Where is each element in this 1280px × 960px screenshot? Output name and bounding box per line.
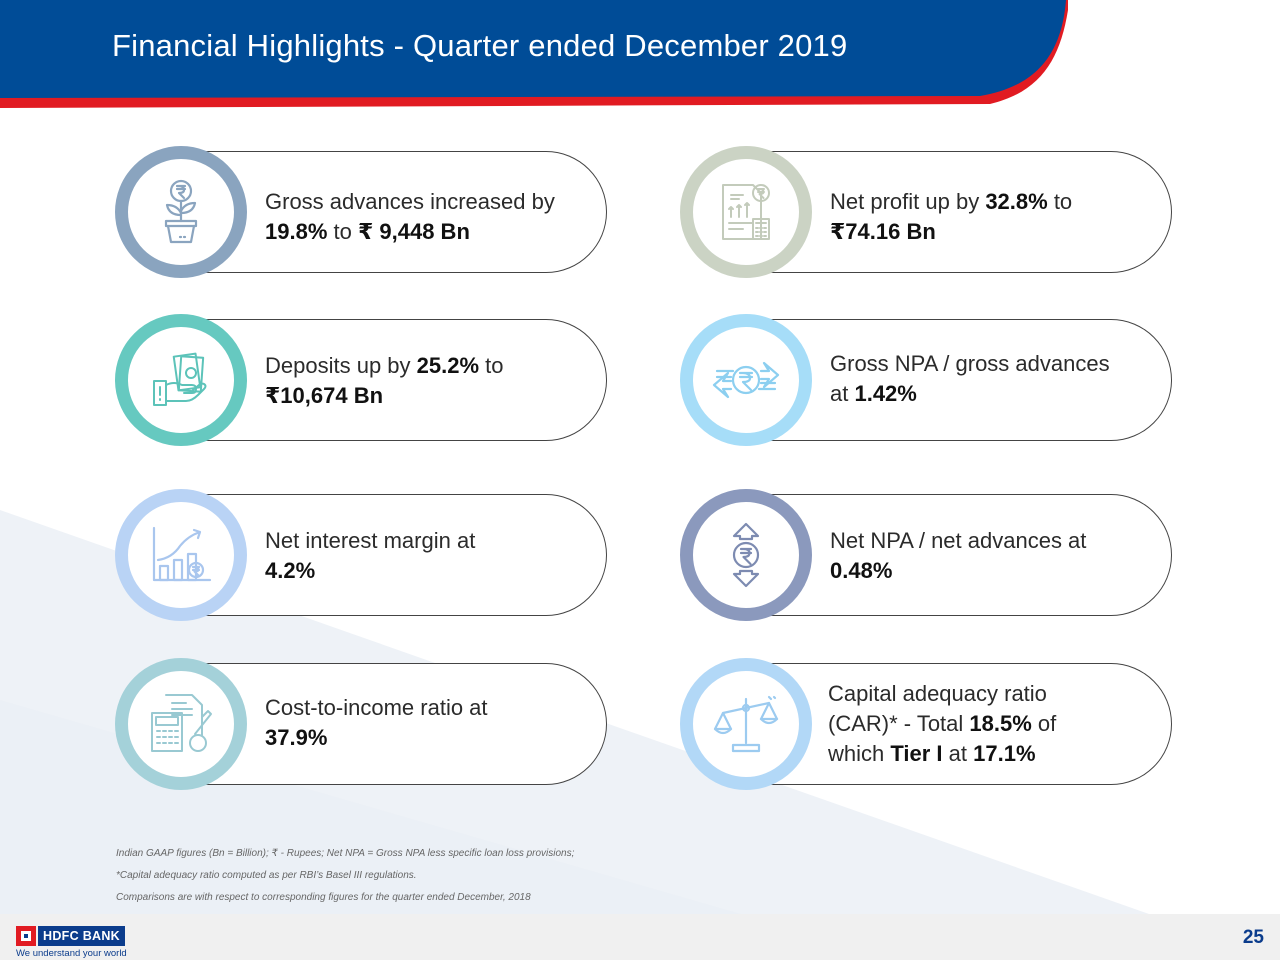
page-number: 25 — [1242, 927, 1264, 948]
card-pill — [195, 663, 607, 785]
highlight-card-net-profit: Net profit up by 32.8% to ₹74.16 Bn — [680, 146, 1172, 278]
card-text-run: Deposits up by — [265, 353, 417, 378]
card-line-3: which Tier I at 17.1% — [828, 739, 1158, 769]
card-text-run: at — [942, 741, 974, 766]
card-text-run: ₹74.16 Bn — [830, 219, 936, 244]
card-line-1: Net profit up by 32.8% to — [830, 187, 1160, 217]
card-text: Deposits up by 25.2% to ₹10,674 Bn — [265, 351, 595, 411]
card-text-run: 18.5% — [969, 711, 1032, 736]
logo-mark-icon — [16, 926, 36, 946]
card-text-run: Cost-to-income ratio at — [265, 695, 488, 720]
icon-ring — [680, 658, 812, 790]
card-line-1: Capital adequacy ratio — [828, 679, 1158, 709]
card-text: Gross NPA / gross advances at 1.42% — [830, 349, 1160, 409]
card-line-2: 4.2% — [265, 556, 595, 586]
card-pill — [195, 319, 607, 441]
card-text: Net profit up by 32.8% to ₹74.16 Bn — [830, 187, 1160, 247]
icon-ring — [680, 314, 812, 446]
icon-ring — [115, 146, 247, 278]
card-pill — [760, 151, 1172, 273]
card-line-2: (CAR)* - Total 18.5% of — [828, 709, 1158, 739]
card-text-run: 17.1% — [973, 741, 1036, 766]
card-text: Net NPA / net advances at 0.48% — [830, 526, 1160, 586]
card-line-2: ₹10,674 Bn — [265, 381, 595, 411]
card-text-run: to — [327, 219, 358, 244]
footnote-3: Comparisons are with respect to correspo… — [116, 892, 531, 903]
calculator-document-icon — [151, 694, 212, 752]
header-band — [0, 0, 1068, 108]
card-text-run: of — [1031, 711, 1057, 736]
card-line-1: Net interest margin at — [265, 526, 595, 556]
card-text-run: which — [828, 741, 891, 766]
balance-scale-icon — [713, 695, 779, 753]
highlight-card-net-interest-margin: Net interest margin at 4.2% — [115, 489, 607, 621]
card-line-1: Gross advances increased by — [265, 187, 595, 217]
footnote-1: Indian GAAP figures (Bn = Billion); ₹ - … — [116, 848, 575, 859]
card-text-run: 19.8% — [265, 219, 328, 244]
icon-ring — [115, 489, 247, 621]
card-text-run: 32.8% — [985, 189, 1048, 214]
card-pill — [195, 494, 607, 616]
card-line-1: Deposits up by 25.2% to — [265, 351, 595, 381]
rupee-up-down-icon — [732, 522, 760, 588]
card-pill — [195, 151, 607, 273]
hdfc-bank-logo: HDFC BANK — [16, 926, 125, 946]
card-text-run: 0.48% — [830, 558, 893, 583]
card-text-run: Gross advances increased by — [265, 189, 555, 214]
footnote-2: *Capital adequacy ratio computed as per … — [116, 870, 417, 881]
icon-ring — [115, 314, 247, 446]
card-text-run: Capital adequacy ratio — [828, 681, 1047, 706]
card-text-run: Tier I — [890, 741, 943, 766]
footnotes: Indian GAAP figures (Bn = Billion); ₹ - … — [116, 843, 574, 909]
page-title: Financial Highlights - Quarter ended Dec… — [112, 28, 848, 63]
card-line-1: Cost-to-income ratio at — [265, 693, 595, 723]
icon-ring — [680, 146, 812, 278]
card-pill — [760, 319, 1172, 441]
card-text: Capital adequacy ratio (CAR)* - Total 18… — [828, 679, 1158, 769]
card-line-2: at 1.42% — [830, 379, 1160, 409]
highlight-card-gross-npa: Gross NPA / gross advances at 1.42% — [680, 314, 1172, 446]
highlight-card-capital-adequacy: Capital adequacy ratio (CAR)* - Total 18… — [680, 658, 1172, 790]
card-line-2: ₹74.16 Bn — [830, 217, 1160, 247]
card-text-run: 37.9% — [265, 725, 328, 750]
plant-rupee-icon — [164, 179, 198, 244]
card-text-run: to — [479, 353, 504, 378]
card-text-run: ₹ 9,448 Bn — [357, 219, 470, 244]
card-text: Gross advances increased by 19.8% to ₹ 9… — [265, 187, 595, 247]
card-pill — [760, 494, 1172, 616]
card-text-run: 25.2% — [416, 353, 480, 378]
highlight-card-net-npa: Net NPA / net advances at 0.48% — [680, 489, 1172, 621]
card-text: Cost-to-income ratio at 37.9% — [265, 693, 595, 753]
card-text-run: at — [830, 381, 855, 406]
footer-bar: HDFC BANK We understand your world 25 — [0, 914, 1280, 960]
card-text-run: Gross NPA / gross advances — [830, 351, 1110, 376]
card-line-2: 19.8% to ₹ 9,448 Bn — [265, 217, 595, 247]
card-text-run: Net profit up by — [830, 189, 986, 214]
card-text-run: (CAR)* - Total — [828, 711, 970, 736]
card-text-run: Net interest margin at — [265, 528, 476, 553]
logo-tagline: We understand your world — [16, 948, 127, 959]
highlight-card-gross-advances: Gross advances increased by 19.8% to ₹ 9… — [115, 146, 607, 278]
rupee-exchange-arrows-icon — [712, 361, 780, 399]
growth-chart-icon — [152, 526, 212, 582]
card-text-run: 4.2% — [265, 558, 316, 583]
card-text-run: to — [1047, 189, 1073, 214]
card-text: Net interest margin at 4.2% — [265, 526, 595, 586]
card-pill — [760, 663, 1172, 785]
highlight-card-deposits: Deposits up by 25.2% to ₹10,674 Bn — [115, 314, 607, 446]
card-text-run: ₹10,674 Bn — [265, 383, 384, 408]
cash-hand-icon — [153, 352, 207, 406]
highlight-card-cost-to-income: Cost-to-income ratio at 37.9% — [115, 658, 607, 790]
logo-wordmark: HDFC BANK — [38, 926, 125, 946]
card-line-2: 0.48% — [830, 556, 1160, 586]
card-text-run: Net NPA / net advances at — [830, 528, 1087, 553]
card-text-run: 1.42% — [854, 381, 917, 406]
card-line-1: Net NPA / net advances at — [830, 526, 1160, 556]
icon-ring — [115, 658, 247, 790]
card-line-1: Gross NPA / gross advances — [830, 349, 1160, 379]
report-calculator-icon — [722, 184, 770, 240]
icon-ring — [680, 489, 812, 621]
card-line-2: 37.9% — [265, 723, 595, 753]
